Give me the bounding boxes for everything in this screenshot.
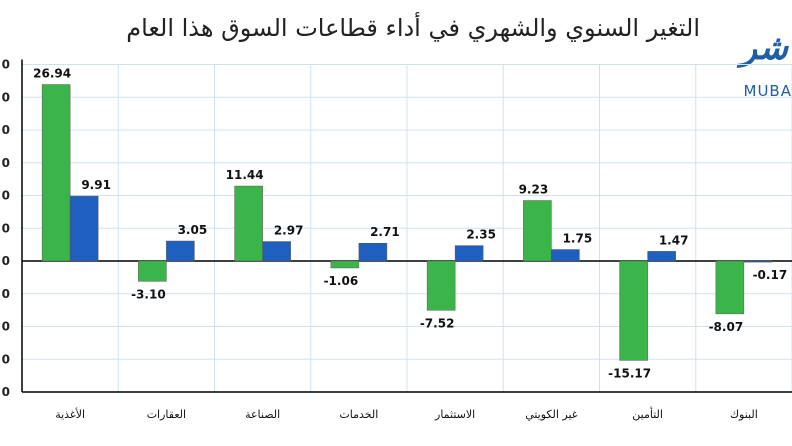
category-label: الاستثمار (434, 408, 475, 421)
category-label: الصناعة (245, 408, 280, 421)
bar (647, 251, 676, 262)
bar (138, 260, 167, 282)
y-tick-label: 0 (2, 221, 10, 235)
y-tick-label: 0 (2, 320, 10, 334)
publisher-logo: شر MUBA (732, 28, 792, 100)
category-label: العقارات (147, 408, 186, 421)
bar (426, 260, 456, 311)
data-label: 2.71 (370, 225, 400, 239)
bar (166, 240, 195, 262)
y-tick-label: 0 (2, 123, 10, 137)
bar (358, 242, 388, 262)
data-label: 9.23 (519, 183, 549, 197)
logo-text: MUBA (743, 82, 792, 100)
bar (743, 260, 773, 263)
logo-script: شر (740, 28, 788, 68)
y-tick-label: 0 (2, 287, 10, 301)
bar (41, 84, 71, 262)
y-tick-label: 0 (2, 385, 10, 399)
data-label: 3.05 (178, 223, 208, 237)
data-label: 1.47 (659, 233, 689, 247)
bar (523, 200, 552, 262)
y-tick-label: 0 (2, 189, 10, 203)
data-label: 9.91 (81, 178, 111, 192)
data-label: 2.97 (274, 224, 304, 238)
data-label: 11.44 (226, 168, 264, 182)
bar (619, 260, 648, 361)
category-label: الأغذية (55, 407, 85, 421)
bar (715, 260, 745, 315)
y-tick-label: 0 (2, 58, 10, 72)
data-label: 2.35 (466, 228, 496, 242)
chart-title: التغير السنوي والشهري في أداء قطاعات الس… (126, 14, 700, 42)
category-label: التأمين (632, 406, 663, 421)
y-tick-label: 0 (2, 352, 10, 366)
data-label: -15.17 (608, 366, 651, 380)
data-label: -8.07 (709, 320, 744, 334)
y-tick-label: 0 (2, 90, 10, 104)
bar (330, 260, 360, 269)
data-label: 1.75 (563, 232, 593, 246)
data-label: -1.06 (324, 274, 359, 288)
data-label: -0.17 (753, 268, 788, 282)
bar (262, 241, 291, 262)
category-label: غير الكويتي (525, 408, 578, 421)
bar (69, 195, 99, 262)
bar (551, 249, 580, 262)
y-tick-label: 0 (2, 254, 10, 268)
category-label: الخدمات (339, 408, 378, 421)
category-label: البنوك (730, 408, 758, 421)
bar (234, 185, 263, 262)
data-label: -7.52 (420, 316, 455, 330)
bar (454, 245, 484, 262)
y-tick-label: 0 (2, 156, 10, 170)
data-label: -3.10 (131, 287, 166, 301)
data-label: 26.94 (33, 67, 71, 81)
